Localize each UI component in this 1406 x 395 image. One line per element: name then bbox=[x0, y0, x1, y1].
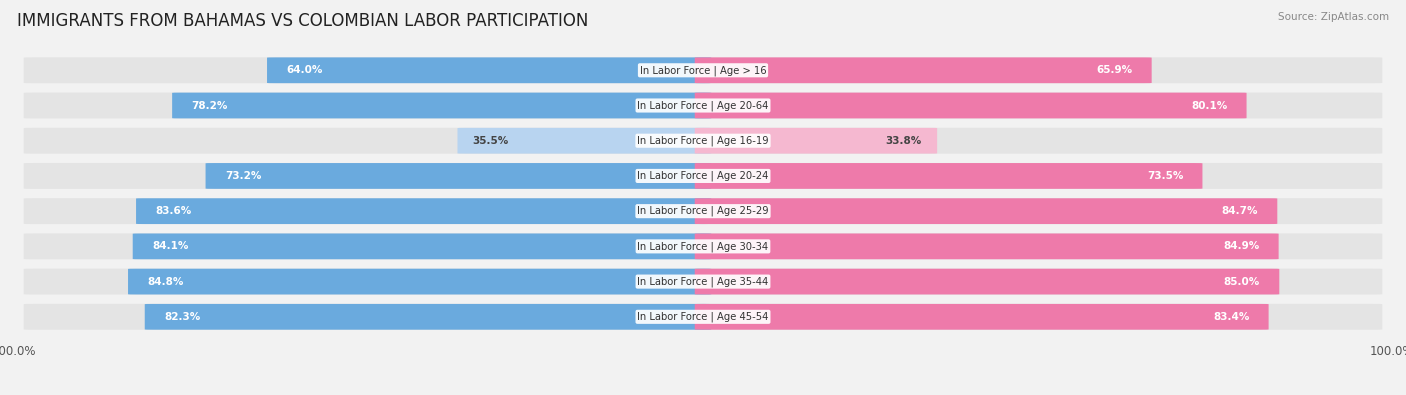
Text: In Labor Force | Age > 16: In Labor Force | Age > 16 bbox=[640, 65, 766, 75]
FancyBboxPatch shape bbox=[695, 92, 1247, 118]
Text: 35.5%: 35.5% bbox=[472, 136, 509, 146]
Text: In Labor Force | Age 16-19: In Labor Force | Age 16-19 bbox=[637, 135, 769, 146]
FancyBboxPatch shape bbox=[695, 269, 1279, 295]
FancyBboxPatch shape bbox=[695, 163, 1202, 189]
FancyBboxPatch shape bbox=[695, 198, 1277, 224]
Text: In Labor Force | Age 25-29: In Labor Force | Age 25-29 bbox=[637, 206, 769, 216]
FancyBboxPatch shape bbox=[457, 128, 711, 154]
Text: 73.2%: 73.2% bbox=[225, 171, 262, 181]
Text: In Labor Force | Age 30-34: In Labor Force | Age 30-34 bbox=[637, 241, 769, 252]
FancyBboxPatch shape bbox=[695, 233, 1278, 259]
FancyBboxPatch shape bbox=[24, 92, 1382, 118]
FancyBboxPatch shape bbox=[24, 233, 1382, 260]
FancyBboxPatch shape bbox=[24, 304, 1382, 330]
Text: 84.1%: 84.1% bbox=[152, 241, 188, 251]
Text: In Labor Force | Age 20-24: In Labor Force | Age 20-24 bbox=[637, 171, 769, 181]
Text: 80.1%: 80.1% bbox=[1191, 100, 1227, 111]
Text: In Labor Force | Age 35-44: In Labor Force | Age 35-44 bbox=[637, 276, 769, 287]
Text: 78.2%: 78.2% bbox=[191, 100, 228, 111]
FancyBboxPatch shape bbox=[24, 269, 1382, 295]
FancyBboxPatch shape bbox=[695, 57, 1152, 83]
Legend: Immigrants from Bahamas, Colombian: Immigrants from Bahamas, Colombian bbox=[546, 392, 860, 395]
Text: 73.5%: 73.5% bbox=[1147, 171, 1184, 181]
FancyBboxPatch shape bbox=[695, 304, 1268, 330]
Text: Source: ZipAtlas.com: Source: ZipAtlas.com bbox=[1278, 12, 1389, 22]
FancyBboxPatch shape bbox=[267, 57, 711, 83]
Text: 84.7%: 84.7% bbox=[1222, 206, 1258, 216]
Text: 82.3%: 82.3% bbox=[165, 312, 200, 322]
Text: 65.9%: 65.9% bbox=[1097, 65, 1132, 75]
Text: In Labor Force | Age 20-64: In Labor Force | Age 20-64 bbox=[637, 100, 769, 111]
Text: IMMIGRANTS FROM BAHAMAS VS COLOMBIAN LABOR PARTICIPATION: IMMIGRANTS FROM BAHAMAS VS COLOMBIAN LAB… bbox=[17, 12, 588, 30]
FancyBboxPatch shape bbox=[172, 92, 711, 118]
Text: In Labor Force | Age 45-54: In Labor Force | Age 45-54 bbox=[637, 312, 769, 322]
Text: 64.0%: 64.0% bbox=[287, 65, 323, 75]
FancyBboxPatch shape bbox=[145, 304, 711, 330]
FancyBboxPatch shape bbox=[205, 163, 711, 189]
FancyBboxPatch shape bbox=[128, 269, 711, 295]
FancyBboxPatch shape bbox=[695, 128, 938, 154]
Text: 83.6%: 83.6% bbox=[155, 206, 191, 216]
FancyBboxPatch shape bbox=[132, 233, 711, 259]
Text: 33.8%: 33.8% bbox=[886, 136, 922, 146]
Text: 83.4%: 83.4% bbox=[1213, 312, 1250, 322]
FancyBboxPatch shape bbox=[24, 57, 1382, 83]
FancyBboxPatch shape bbox=[24, 128, 1382, 154]
FancyBboxPatch shape bbox=[136, 198, 711, 224]
FancyBboxPatch shape bbox=[24, 198, 1382, 224]
Text: 85.0%: 85.0% bbox=[1223, 276, 1260, 287]
Text: 84.9%: 84.9% bbox=[1223, 241, 1260, 251]
FancyBboxPatch shape bbox=[24, 163, 1382, 189]
Text: 84.8%: 84.8% bbox=[148, 276, 184, 287]
